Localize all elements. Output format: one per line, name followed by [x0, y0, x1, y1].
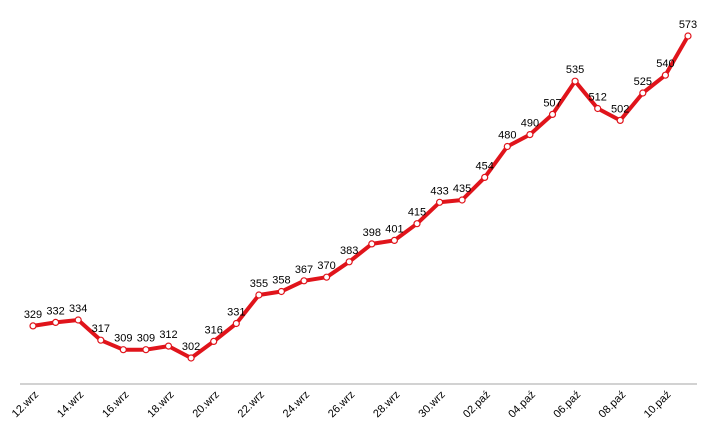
data-label: 316 — [205, 324, 223, 336]
x-tick-label: 24.wrz — [281, 389, 312, 420]
data-label: 355 — [250, 278, 268, 290]
data-label: 540 — [656, 58, 674, 70]
data-label: 480 — [498, 130, 516, 142]
data-label: 535 — [566, 64, 584, 76]
data-label: 502 — [611, 103, 629, 115]
series-line-group — [31, 34, 690, 360]
data-label: 309 — [137, 333, 155, 345]
data-point — [51, 318, 60, 326]
data-point — [368, 240, 376, 248]
x-tick-label: 20.wrz — [190, 389, 221, 420]
data-point — [526, 131, 534, 139]
data-point — [436, 198, 444, 206]
data-label: 309 — [114, 333, 132, 345]
data-point — [345, 258, 353, 266]
x-tick-label: 14.wrz — [55, 389, 86, 420]
data-point — [74, 316, 82, 324]
data-point — [29, 322, 37, 330]
data-point — [661, 71, 670, 79]
data-label: 312 — [159, 329, 177, 341]
x-tick-label: 16.wrz — [100, 389, 131, 420]
data-point — [684, 32, 692, 40]
x-tick-label: 10.paź — [642, 389, 674, 421]
data-point — [300, 277, 308, 285]
data-label: 317 — [92, 323, 110, 335]
data-point — [413, 220, 421, 228]
data-label: 490 — [521, 118, 539, 130]
x-tick-labels-group: 12.wrz 14.wrz 16.wrz 18.wrz 20.wrz 22.wrz 24.w… — [10, 389, 674, 421]
data-label: 358 — [272, 275, 290, 287]
data-label: 332 — [46, 305, 64, 317]
x-tick-label: 12.wrz — [10, 389, 41, 420]
data-label: 512 — [589, 92, 607, 104]
x-tick-label: 02.paź — [461, 389, 493, 421]
data-label: 383 — [340, 245, 358, 257]
data-point — [97, 336, 105, 344]
data-point — [594, 104, 602, 113]
x-tick-label: 30.wrz — [416, 389, 447, 420]
data-label: 573 — [679, 19, 697, 31]
data-point — [142, 346, 150, 354]
x-tick-label: 22.wrz — [236, 389, 267, 420]
data-label: 331 — [227, 307, 245, 319]
data-point — [187, 354, 195, 362]
data-point — [277, 287, 285, 296]
data-label: 398 — [363, 227, 381, 239]
series-markers-group — [29, 32, 692, 362]
data-point — [481, 173, 489, 181]
data-point — [119, 346, 127, 354]
data-label: 370 — [317, 260, 335, 272]
x-tick-label: 06.paź — [551, 389, 583, 421]
data-label: 415 — [408, 207, 426, 219]
data-point — [390, 236, 398, 244]
data-label: 454 — [476, 160, 494, 172]
data-labels-group: 329 332 334 317 309 309 312 302 316 331 355 358 367 3… — [24, 19, 697, 353]
data-label: 302 — [182, 341, 200, 353]
data-point — [548, 110, 557, 119]
data-label: 334 — [69, 303, 87, 315]
x-tick-label: 26.wrz — [326, 389, 357, 420]
x-tick-label: 04.paź — [506, 389, 538, 421]
data-point — [164, 342, 173, 350]
data-point — [571, 77, 579, 85]
x-tick-label: 08.paź — [597, 389, 629, 421]
data-point — [323, 273, 331, 281]
x-tick-label: 18.wrz — [145, 389, 176, 420]
data-label: 433 — [430, 185, 448, 197]
x-tick-label: 28.wrz — [371, 389, 402, 420]
data-label: 525 — [634, 76, 652, 88]
data-label: 329 — [24, 309, 42, 321]
data-label: 367 — [295, 264, 313, 276]
data-label: 435 — [453, 183, 471, 195]
data-point — [255, 291, 263, 299]
data-point — [616, 116, 624, 125]
series-line — [31, 34, 690, 360]
data-point — [458, 196, 466, 204]
data-point — [232, 319, 240, 328]
data-point — [639, 89, 647, 97]
data-point — [210, 337, 218, 345]
data-label: 507 — [543, 97, 561, 109]
data-point — [503, 142, 511, 151]
data-label: 401 — [385, 223, 403, 235]
